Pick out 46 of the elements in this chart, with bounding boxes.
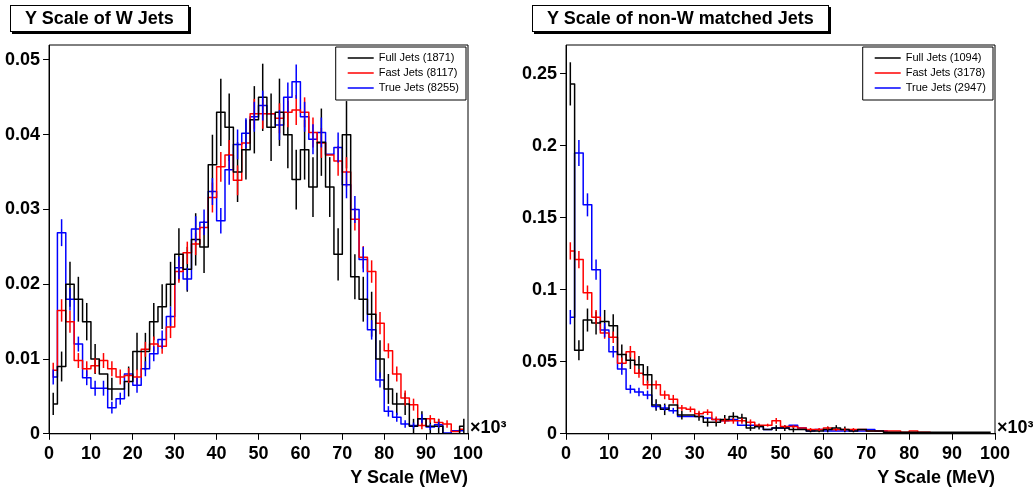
- x-tick-label: 80: [899, 442, 920, 463]
- chart-title: Y Scale of non-W matched Jets: [532, 5, 829, 32]
- x-tick-label: 100: [452, 442, 484, 463]
- x-tick-label: 90: [416, 442, 437, 463]
- legend-label: True Jets (2947): [905, 81, 986, 94]
- x-tick-label: 40: [727, 442, 748, 463]
- legend-label: Fast Jets (3178): [905, 66, 986, 79]
- x-tick-label: 20: [641, 442, 662, 463]
- y-tick-label: 0.1: [532, 278, 558, 299]
- legend-label: Full Jets (1094): [905, 51, 982, 64]
- x-tick-label: 40: [206, 442, 227, 463]
- x-tick-label: 0: [44, 442, 55, 463]
- x-tick-label: 100: [979, 442, 1011, 463]
- x-tick-label: 10: [80, 442, 101, 463]
- x-tick-label: 80: [374, 442, 395, 463]
- text: ×10³: [997, 416, 1033, 437]
- y-tick-label: 0.25: [521, 62, 558, 83]
- x-tick-label: 60: [813, 442, 834, 463]
- x-tick-label: 10: [598, 442, 619, 463]
- x-tick-label: 70: [332, 442, 353, 463]
- y-tick-label: 0.01: [4, 348, 41, 368]
- x-axis-title: Y Scale (MeV): [877, 467, 995, 488]
- x-tick-label: 20: [122, 442, 143, 463]
- x-tick-label: 60: [290, 442, 311, 463]
- x-tick-label: 50: [248, 442, 269, 463]
- x-tick-label: 0: [561, 442, 572, 463]
- y-tick-label: 0: [30, 422, 41, 443]
- x-tick-label: 50: [770, 442, 791, 463]
- y-tick-label: 0.2: [532, 134, 558, 155]
- x-tick-label: 70: [856, 442, 877, 463]
- x-axis-title: Y Scale (MeV): [350, 467, 468, 488]
- y-tick-label: 0.02: [4, 273, 41, 294]
- y-tick-label: 0: [547, 422, 558, 443]
- text: ×10³: [470, 416, 507, 437]
- y-tick-label: 0.03: [4, 198, 41, 219]
- x-tick-label: 90: [942, 442, 963, 463]
- y-tick-label: 0.04: [4, 123, 41, 144]
- y-tick-label: 0.15: [521, 206, 558, 227]
- x-tick-label: 30: [164, 442, 185, 463]
- legend-label: Fast Jets (8117): [378, 66, 458, 79]
- y-tick-label: 0.05: [521, 350, 558, 371]
- chart-title: Y Scale of W Jets: [10, 5, 189, 32]
- legend-label: Full Jets (1871): [378, 51, 455, 64]
- legend-label: True Jets (8255): [378, 81, 459, 94]
- x-tick-label: 30: [684, 442, 705, 463]
- y-tick-label: 0.05: [4, 48, 41, 69]
